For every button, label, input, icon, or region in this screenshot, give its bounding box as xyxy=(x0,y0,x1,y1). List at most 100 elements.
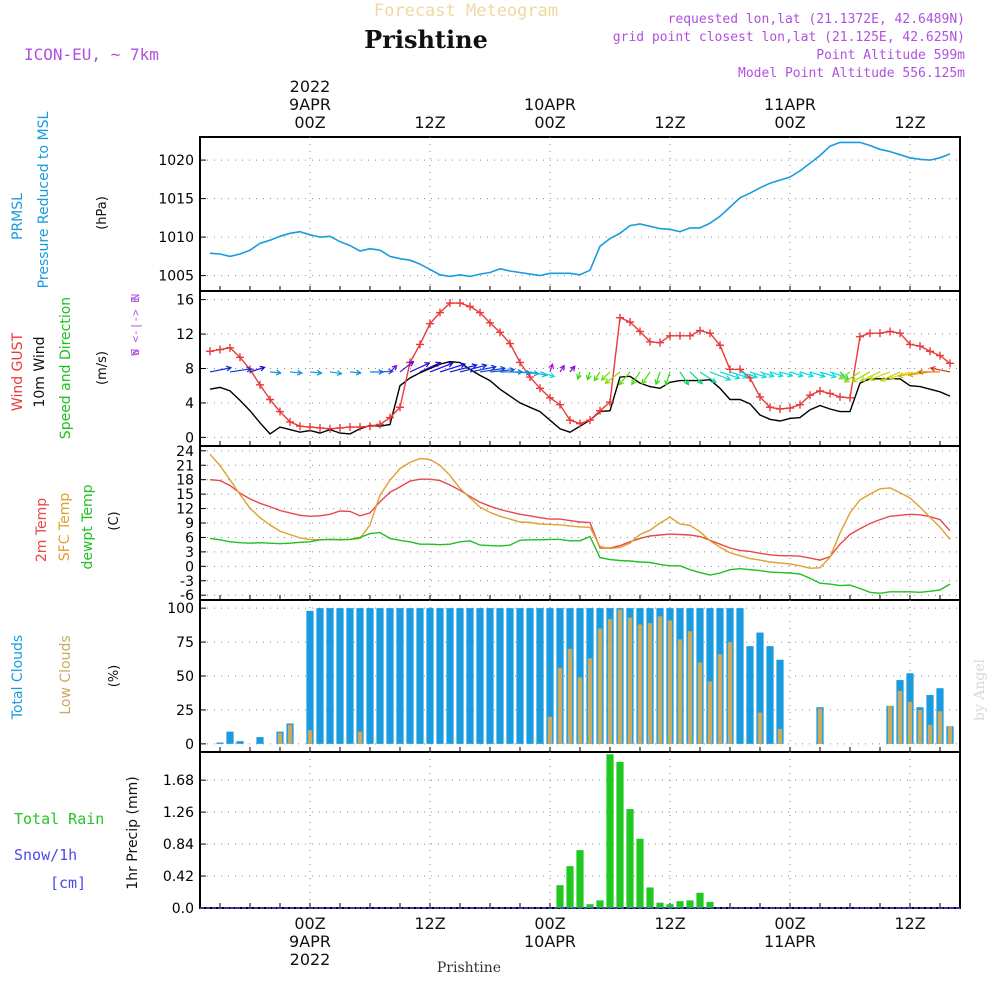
gust-marker xyxy=(316,423,324,432)
wind-arrow-head xyxy=(859,376,866,382)
clouds-total-label: Total Clouds xyxy=(10,635,26,720)
wind-arrow-head xyxy=(296,369,304,376)
wind-arrow xyxy=(829,371,846,378)
total-cloud-bar xyxy=(766,646,774,744)
wind-arrow xyxy=(601,371,611,381)
low-cloud-bar xyxy=(597,628,603,744)
top-time-label: 9APR xyxy=(289,95,331,114)
rain-total-label: Total Rain xyxy=(14,810,104,828)
wind-arrow-head xyxy=(481,363,488,370)
top-title: Forecast Meteogram xyxy=(374,1,558,21)
rain-axis-label: 1hr Precip (mm) xyxy=(125,776,141,889)
wind-arrow-head xyxy=(559,364,565,371)
wind-arrow-head xyxy=(683,379,690,386)
total-cloud-bar xyxy=(926,695,934,744)
pressure-labels: PRMSL Pressure Reduced to MSL (hPa) xyxy=(10,111,110,288)
wind-arrow xyxy=(739,371,758,378)
wind-arrow-head xyxy=(787,371,794,378)
gust-marker xyxy=(596,406,604,415)
wind-arrow xyxy=(586,371,591,380)
rain-bar xyxy=(566,866,574,908)
precip-ytick-label: 1.26 xyxy=(163,805,194,821)
gust-marker xyxy=(756,392,764,401)
total-cloud-bar xyxy=(546,608,554,744)
total-cloud-bar xyxy=(446,608,454,744)
top-time-label: 12Z xyxy=(414,113,445,132)
temperature-ytick-label: 21 xyxy=(176,458,194,474)
pressure-unit: (hPa) xyxy=(95,196,110,230)
temperature-ytick-label: 18 xyxy=(176,473,194,489)
gust-marker xyxy=(676,331,684,340)
wind-arrow-head xyxy=(226,365,233,372)
wind-arrow xyxy=(419,362,441,373)
gust-marker xyxy=(326,424,334,433)
pressure-ytick-label: 1020 xyxy=(158,153,194,169)
wind-arrow xyxy=(529,371,547,376)
gust-marker xyxy=(866,329,874,338)
precip-ytick-label: 0.42 xyxy=(163,869,194,885)
temp-2m-label: 2m Temp xyxy=(34,498,50,562)
wind-arrow-head xyxy=(490,364,497,371)
gust-marker xyxy=(906,340,914,349)
gust-marker xyxy=(896,329,904,338)
temp-sfc-label: SFC Temp xyxy=(57,493,73,562)
temperature-frame xyxy=(199,445,961,601)
low-cloud-bar xyxy=(617,609,623,744)
total-cloud-bar xyxy=(406,608,414,744)
low-cloud-bar xyxy=(697,662,703,744)
total-cloud-bar xyxy=(376,608,384,744)
wind-arrow-head xyxy=(246,366,253,373)
low-cloud-bar xyxy=(627,617,633,744)
total-cloud-bar xyxy=(426,608,434,744)
temperature-ytick-label: -6 xyxy=(180,588,194,604)
low-cloud-bar xyxy=(287,724,293,744)
gust-marker xyxy=(856,332,864,341)
total-cloud-bar xyxy=(516,608,524,744)
total-cloud-bar xyxy=(416,608,424,744)
wind-arrow-head xyxy=(424,362,431,368)
bottom-time-label: 12Z xyxy=(414,914,445,933)
precip-labels: Total Rain Snow/1h [cm] 1hr Precip (mm) xyxy=(14,776,141,892)
wind-arrow xyxy=(641,371,651,385)
temp-unit: (C) xyxy=(107,511,122,530)
gust-marker xyxy=(476,308,484,317)
low-cloud-bar xyxy=(607,619,613,744)
total-cloud-bar xyxy=(746,646,754,744)
total-cloud-bar xyxy=(256,737,264,744)
wind-arrow xyxy=(719,371,740,379)
gust-marker xyxy=(556,400,564,409)
total-cloud-bar xyxy=(236,741,244,744)
low-cloud-bar xyxy=(657,616,663,744)
wind-arrow xyxy=(309,371,322,374)
gust-marker xyxy=(686,331,694,340)
rain-bar xyxy=(686,900,694,908)
low-cloud-bar xyxy=(577,677,583,744)
gust-marker xyxy=(486,318,494,327)
gust-marker xyxy=(366,422,374,431)
clouds-ytick-label: 25 xyxy=(176,703,194,719)
wind-arrow xyxy=(605,371,621,384)
wind-arrow xyxy=(249,366,265,373)
gust-marker xyxy=(616,313,624,322)
wind-arrow-head xyxy=(808,372,815,378)
wind-arrow-head xyxy=(548,362,555,370)
gust-marker xyxy=(446,299,454,308)
temperature-ytick-label: 24 xyxy=(176,444,194,460)
rain-bar xyxy=(556,885,564,908)
total-cloud-bar xyxy=(396,608,404,744)
rain-bar xyxy=(596,900,604,908)
wind-arrow-head xyxy=(777,371,784,378)
clouds-labels: Total Clouds Low Clouds (%) xyxy=(10,635,122,720)
wind-arrow xyxy=(539,371,555,378)
wind-arrow-head xyxy=(742,373,749,379)
rain-bar xyxy=(576,850,584,908)
gust-marker xyxy=(436,308,444,317)
compass-west-east: W <-|-> E xyxy=(129,296,142,356)
total-cloud-bar xyxy=(466,608,474,744)
wind-arrow xyxy=(439,363,466,373)
gust-marker xyxy=(796,400,804,409)
low-cloud-bar xyxy=(757,712,763,744)
gust-marker xyxy=(706,329,714,338)
gust-marker xyxy=(566,416,574,425)
